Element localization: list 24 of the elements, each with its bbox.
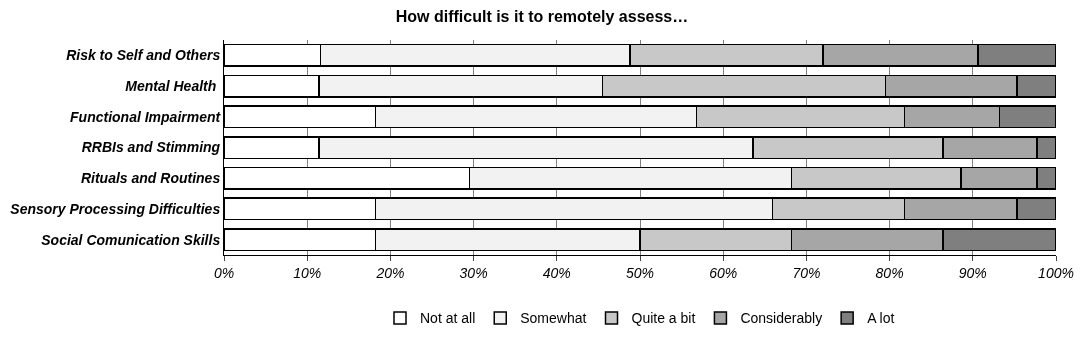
- y-tick-label: Social Comunication Skills: [41, 231, 221, 248]
- legend-label: Considerably: [740, 310, 823, 327]
- x-tick-label: 30%: [459, 264, 488, 281]
- y-tick-label: RRBIs and Stimming: [81, 139, 221, 156]
- chart-title: How difficult is it to remotely assess…: [395, 7, 689, 25]
- x-tick-label: 70%: [792, 264, 821, 281]
- y-tick-label: Rituals and Routines: [80, 170, 221, 187]
- x-tick-label: 10%: [293, 264, 322, 281]
- legend-label: A lot: [867, 310, 895, 327]
- y-tick-label: Functional Impairment: [70, 108, 222, 125]
- x-tick-label: 20%: [375, 264, 405, 281]
- x-tick-label: 80%: [875, 264, 904, 281]
- x-tick-label: 0%: [213, 264, 235, 281]
- x-tick-label: 100%: [1038, 264, 1074, 281]
- legend-label: Quite a bit: [631, 310, 696, 327]
- x-tick-label: 40%: [542, 264, 571, 281]
- x-tick-label: 60%: [709, 264, 738, 281]
- x-tick-label: 50%: [625, 264, 655, 281]
- y-tick-label: Mental Health: [125, 77, 221, 94]
- legend-label: Not at all: [420, 310, 476, 327]
- legend-label: Somewhat: [520, 310, 587, 327]
- y-tick-label: Sensory Processing Difficulties: [10, 200, 221, 217]
- y-tick-label: Risk to Self and Others: [66, 47, 221, 64]
- x-tick-label: 90%: [958, 264, 987, 281]
